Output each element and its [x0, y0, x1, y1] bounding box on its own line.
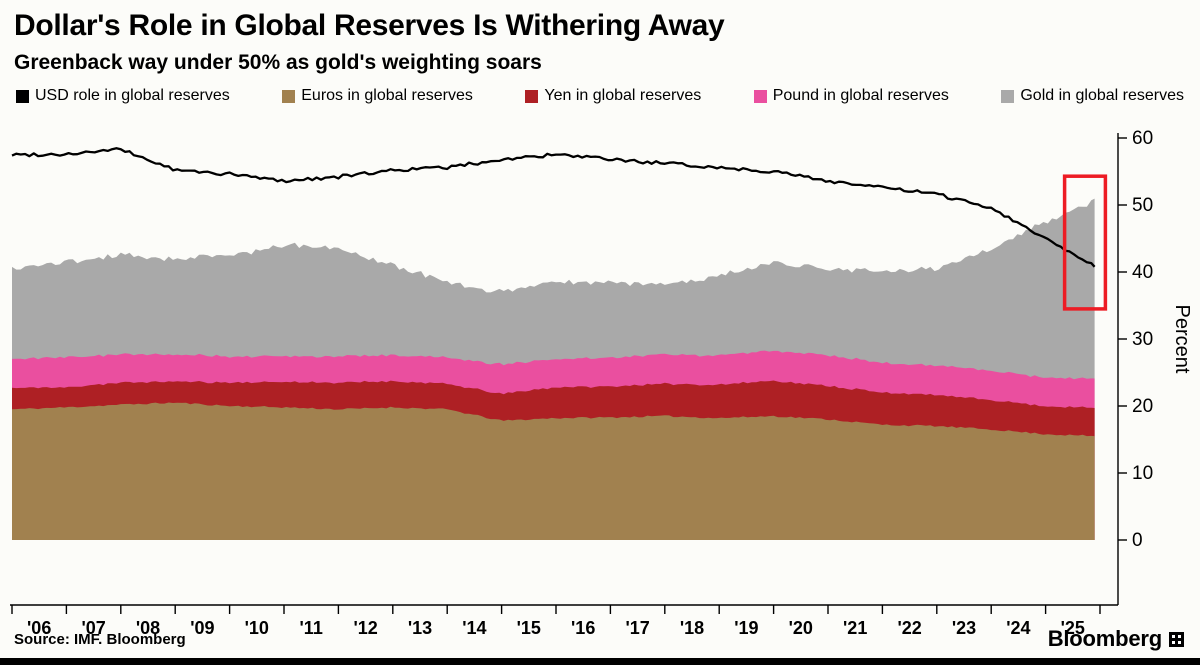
legend-swatch	[282, 89, 296, 103]
chart-title: Dollar's Role in Global Reserves Is With…	[14, 9, 725, 42]
chart-svg: 0 10 20 30 40 50 60 Percent '06 '07 '08 '09 '10 '11 '1…	[10, 128, 1193, 638]
y-axis-label: 50	[1132, 195, 1153, 216]
bottom-black-bar	[0, 658, 1200, 665]
legend: USD role in global reserves Euros in glob…	[0, 75, 1200, 105]
chart-footer: Source: IMF. Bloomberg Bloomberg	[14, 626, 1184, 652]
x-axis-label: '08	[136, 618, 160, 638]
legend-swatch	[753, 89, 767, 103]
y-axis-label: 60	[1132, 128, 1153, 149]
x-axis-label: '09	[190, 618, 214, 638]
y-axis-label: 10	[1132, 463, 1153, 484]
x-axis-label: '15	[517, 618, 541, 638]
legend-label: Yen in global reserves	[544, 87, 702, 104]
legend-swatch	[16, 89, 29, 103]
x-axis-label: '11	[300, 618, 323, 638]
y-axis-title: Percent	[1171, 305, 1193, 374]
x-axis-label: '10	[245, 618, 269, 638]
legend-label: USD role in global reserves	[35, 87, 230, 104]
y-axis-label: 30	[1132, 329, 1153, 350]
x-axis-label: '22	[897, 618, 921, 638]
y-axis-label: 20	[1132, 396, 1153, 417]
x-axis-label: '20	[789, 618, 813, 638]
x-axis-label: '17	[625, 618, 649, 638]
x-axis-label: '21	[843, 618, 867, 638]
bloomberg-wordmark: Bloomberg	[1047, 626, 1163, 651]
legend-swatch	[1001, 89, 1015, 103]
chart-subtitle: Greenback way under 50% as gold's weight…	[14, 51, 542, 74]
x-axis-label: '24	[1006, 618, 1030, 638]
x-axis-label: '16	[571, 618, 595, 638]
area-euros-in-global-reserves	[12, 402, 1095, 540]
legend-label: Pound in global reserves	[772, 87, 949, 104]
x-axis-label: '23	[952, 618, 976, 638]
legend-item-0: USD role in global reserves	[16, 87, 230, 105]
chart-header: Dollar's Role in Global Reserves Is With…	[0, 0, 1200, 75]
x-axis-label: '19	[734, 618, 758, 638]
x-axis-label: '12	[353, 618, 377, 638]
legend-item-3: Pound in global reserves	[753, 87, 949, 105]
y-axis-label: 40	[1132, 262, 1153, 283]
bloomberg-grid-icon	[1169, 631, 1184, 647]
x-axis-label: '18	[680, 618, 704, 638]
usd-line	[11, 147, 1096, 268]
x-axis-label: '07	[81, 618, 105, 638]
x-axis-label: '06	[27, 618, 51, 638]
legend-item-1: Euros in global reserves	[282, 87, 473, 105]
legend-label: Euros in global reserves	[301, 87, 473, 104]
bloomberg-logo: Bloomberg	[1048, 626, 1184, 652]
y-axis-label: 0	[1132, 530, 1143, 551]
source-text: Source: IMF. Bloomberg	[14, 630, 186, 648]
x-axis-label: '13	[408, 618, 432, 638]
legend-item-4: Gold in global reserves	[1001, 87, 1184, 105]
x-axis-label: '14	[462, 618, 486, 638]
legend-item-2: Yen in global reserves	[525, 87, 701, 105]
legend-label: Gold in global reserves	[1020, 87, 1184, 104]
legend-swatch	[525, 89, 539, 103]
x-axis-label: '25	[1061, 618, 1085, 638]
highlight-rect	[1062, 174, 1108, 311]
